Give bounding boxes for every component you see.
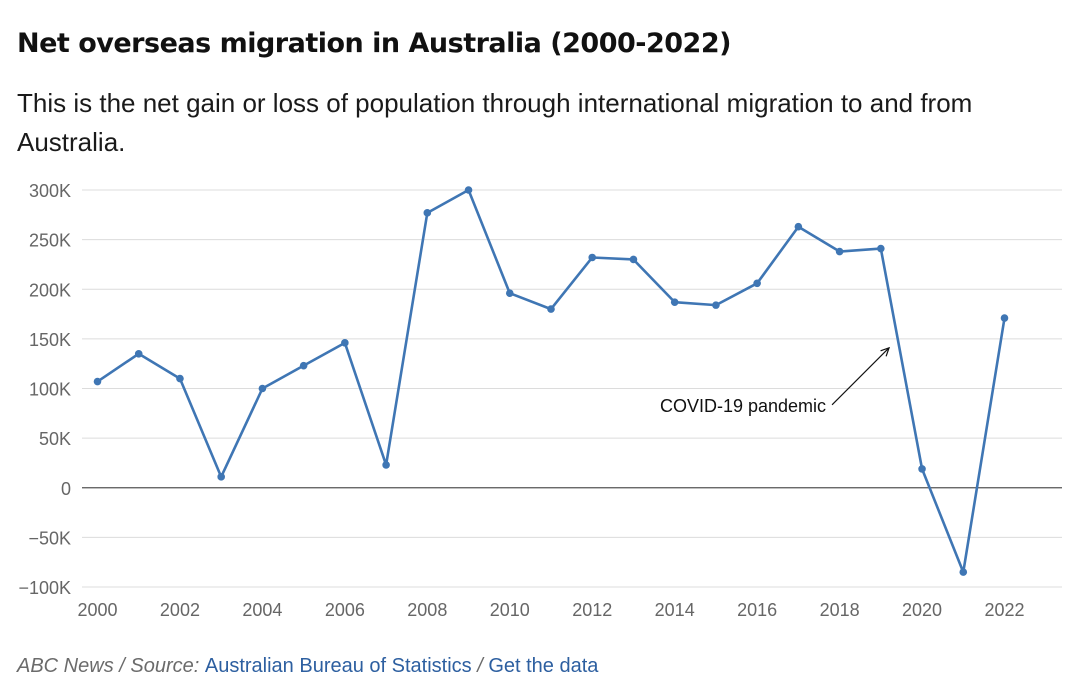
x-tick-label: 2000 bbox=[77, 600, 117, 620]
x-tick-label: 2018 bbox=[820, 600, 860, 620]
data-point bbox=[505, 289, 514, 298]
publisher-label: ABC News bbox=[17, 655, 114, 677]
y-tick-label: 0 bbox=[61, 479, 71, 499]
x-tick-label: 2006 bbox=[325, 600, 365, 620]
data-point bbox=[959, 568, 968, 576]
x-tick-label: 2014 bbox=[655, 600, 695, 620]
y-tick-label: 150K bbox=[29, 330, 71, 350]
y-tick-label: 200K bbox=[29, 280, 71, 300]
y-tick-label: 100K bbox=[29, 380, 71, 400]
data-point bbox=[588, 253, 597, 262]
data-point bbox=[670, 298, 679, 306]
data-point bbox=[134, 349, 143, 358]
data-point bbox=[712, 301, 720, 309]
annotation-label: COVID-19 pandemic bbox=[660, 396, 826, 416]
x-tick-label: 2002 bbox=[160, 600, 200, 620]
data-point bbox=[423, 209, 432, 217]
data-point bbox=[217, 473, 225, 481]
y-tick-label: −50K bbox=[28, 528, 71, 548]
annotation-arrow-line bbox=[831, 347, 890, 406]
grid-lines bbox=[82, 189, 1062, 588]
get-the-data-link[interactable]: Get the data bbox=[488, 655, 599, 677]
data-point bbox=[835, 247, 844, 256]
series-line bbox=[96, 188, 1006, 574]
y-tick-label: −100K bbox=[18, 578, 71, 598]
data-point bbox=[753, 279, 761, 288]
x-tick-label: 2010 bbox=[490, 600, 530, 620]
x-axis-tick-labels: 2000 2002 2004 2006 2008 2010 2012 2014 2016 2018… bbox=[77, 600, 1024, 620]
data-point bbox=[258, 384, 267, 393]
x-tick-label: 2008 bbox=[407, 600, 447, 620]
series-migration bbox=[93, 186, 1009, 576]
footer-separator: / bbox=[471, 655, 489, 677]
x-tick-label: 2016 bbox=[737, 600, 777, 620]
data-point bbox=[629, 255, 638, 264]
data-point bbox=[176, 374, 184, 383]
y-tick-label: 250K bbox=[29, 231, 71, 251]
source-prefix: Source: bbox=[130, 655, 205, 677]
x-tick-label: 2020 bbox=[902, 600, 942, 620]
data-point bbox=[464, 186, 473, 194]
data-point bbox=[299, 361, 308, 370]
data-point bbox=[547, 305, 555, 313]
data-point bbox=[93, 377, 102, 386]
x-tick-label: 2004 bbox=[242, 600, 282, 620]
data-point bbox=[341, 339, 349, 347]
y-axis-tick-labels: 300K 250K 200K 150K 100K 50K 0 −50K −100K bbox=[18, 181, 71, 598]
data-point bbox=[794, 222, 803, 231]
chart-title: Net overseas migration in Australia (200… bbox=[17, 28, 731, 59]
y-tick-label: 50K bbox=[39, 429, 71, 449]
x-tick-label: 2022 bbox=[984, 600, 1024, 620]
data-point bbox=[918, 465, 926, 473]
annotation-arrowhead bbox=[880, 346, 891, 357]
data-point bbox=[382, 461, 390, 469]
annotations: COVID-19 pandemic bbox=[660, 346, 891, 416]
x-tick-label: 2012 bbox=[572, 600, 612, 620]
chart-footer: ABC News / Source: Australian Bureau of … bbox=[17, 655, 598, 678]
source-link[interactable]: Australian Bureau of Statistics bbox=[204, 655, 472, 677]
footer-separator: / bbox=[113, 655, 131, 677]
y-tick-label: 300K bbox=[29, 181, 71, 201]
data-point bbox=[877, 244, 885, 253]
data-point bbox=[1000, 314, 1009, 322]
chart-subtitle: This is the net gain or loss of populati… bbox=[17, 88, 973, 157]
